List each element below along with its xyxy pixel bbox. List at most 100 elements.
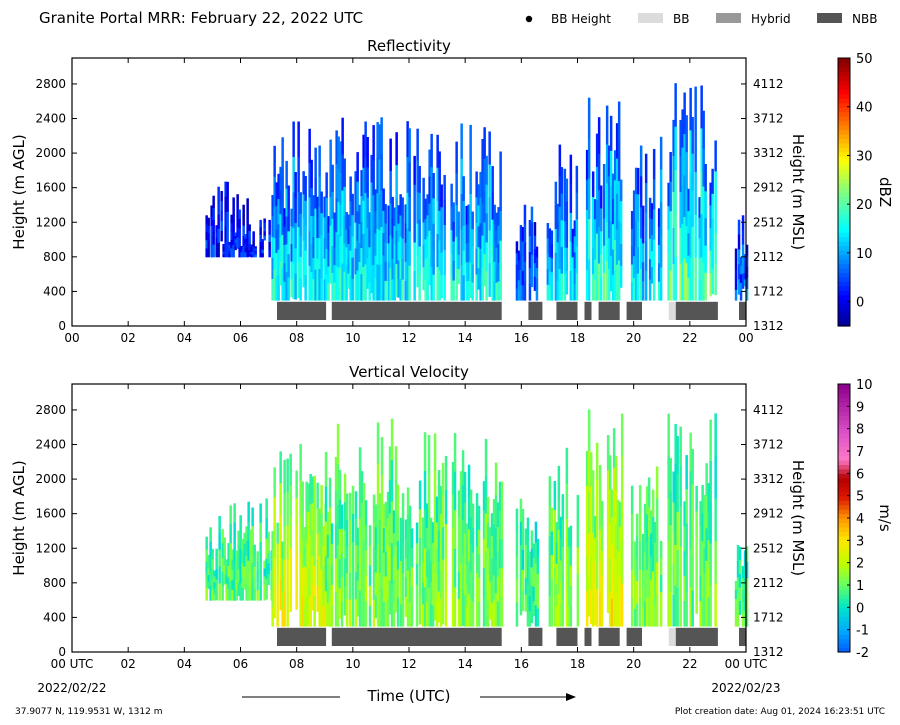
heatmap-cell: [676, 512, 679, 551]
heatmap-cell: [536, 573, 540, 592]
heatmap-cell: [382, 233, 385, 256]
heatmap-cell: [457, 544, 461, 573]
heatmap-cell: [329, 197, 332, 227]
colorbar-segment: [838, 589, 850, 595]
heatmap-cell: [475, 519, 479, 547]
heatmap-cell: [233, 503, 236, 524]
heatmap-cell: [253, 577, 256, 590]
heatmap-cell: [224, 181, 227, 198]
heatmap-cell: [554, 276, 558, 301]
heatmap-cell: [416, 191, 419, 224]
heatmap-cell: [256, 580, 259, 591]
heatmap-cell: [641, 534, 645, 553]
heatmap-cell: [425, 577, 429, 602]
heatmap-cell: [643, 601, 647, 627]
heatmap-cell: [641, 607, 645, 627]
heatmap-cell: [252, 241, 255, 248]
heatmap-cell: [406, 515, 410, 544]
y-tick-right-label: 1712: [753, 284, 784, 298]
heatmap-cell: [320, 541, 323, 571]
heatmap-cell: [644, 183, 648, 213]
heatmap-cell: [617, 141, 621, 182]
heatmap-cell: [215, 558, 218, 570]
heatmap-cell: [471, 503, 475, 529]
heatmap-cell: [389, 138, 392, 172]
colorbar-tick-label: 5: [856, 490, 864, 505]
heatmap-cell: [641, 243, 645, 263]
heatmap-cell: [337, 169, 340, 203]
heatmap-cell: [515, 253, 519, 266]
heatmap-cell: [576, 547, 580, 575]
heatmap-cell: [410, 567, 414, 588]
colorbar-segment: [838, 71, 850, 77]
heatmap-cell: [528, 596, 532, 612]
heatmap-cell: [413, 213, 416, 243]
colorbar-segment: [838, 544, 850, 550]
heatmap-cell: [689, 510, 692, 550]
heatmap-cell: [376, 157, 379, 194]
heatmap-cell: [223, 565, 226, 576]
heatmap-cell: [323, 238, 326, 260]
heatmap-cell: [408, 162, 411, 198]
heatmap-cell: [320, 513, 323, 542]
heatmap-cell: [360, 274, 363, 301]
colorbar-segment: [838, 160, 850, 166]
heatmap-cell: [576, 573, 580, 601]
colorbar-segment: [838, 62, 850, 68]
heatmap-cell: [415, 522, 419, 544]
heatmap-cell: [591, 563, 595, 596]
heatmap-cell: [374, 527, 378, 551]
heatmap-cell: [490, 535, 494, 559]
heatmap-cell: [698, 217, 701, 239]
heatmap-cell: [437, 530, 441, 562]
legend-item-nbb: NBB: [817, 12, 877, 26]
colorbar-segment: [838, 281, 850, 287]
heatmap-cell: [297, 227, 300, 263]
heatmap-cell: [366, 167, 369, 199]
heatmap-cell: [635, 536, 639, 560]
heatmap-cell: [469, 489, 473, 518]
heatmap-cell: [389, 235, 392, 269]
heatmap-cell: [534, 605, 538, 627]
heatmap-cell: [523, 261, 527, 282]
heatmap-cell: [443, 200, 446, 226]
heatmap-cell: [617, 260, 621, 301]
heatmap-cell: [736, 609, 740, 627]
heatmap-cell: [366, 258, 369, 289]
heatmap-cell: [484, 513, 488, 552]
heatmap-cell: [432, 274, 435, 301]
heatmap-cell: [299, 589, 302, 627]
heatmap-cell: [679, 228, 682, 265]
colorbar-tick-label: 0: [856, 296, 864, 311]
heatmap-cell: [600, 601, 604, 627]
heatmap-cell: [273, 557, 276, 589]
heatmap-cell: [362, 167, 365, 202]
heatmap-cell: [609, 115, 613, 152]
heatmap-cell: [676, 474, 679, 513]
heatmap-cell: [695, 511, 698, 538]
heatmap-cell: [475, 171, 478, 198]
heatmap-cell: [528, 268, 532, 285]
heatmap-cell: [659, 575, 663, 593]
heatmap-cell: [248, 250, 251, 257]
heatmap-cell: [221, 585, 224, 601]
heatmap-cell: [384, 526, 388, 552]
heatmap-data: [205, 409, 749, 627]
heatmap-cell: [213, 582, 216, 589]
heatmap-cell: [399, 194, 402, 216]
heatmap-cell: [279, 190, 282, 215]
colorbar-segment: [838, 509, 850, 515]
heatmap-cell: [349, 275, 352, 301]
heatmap-cell: [302, 217, 305, 242]
heatmap-cell: [299, 444, 302, 481]
heatmap-cell: [737, 234, 741, 250]
heatmap-cell: [651, 598, 655, 627]
heatmap-cell: [343, 586, 347, 616]
heatmap-cell: [616, 600, 620, 627]
heatmap-cell: [351, 598, 355, 627]
heatmap-cell: [618, 601, 622, 627]
heatmap-cell: [273, 176, 276, 208]
heatmap-cell: [548, 536, 552, 567]
heatmap-cell: [271, 195, 274, 217]
